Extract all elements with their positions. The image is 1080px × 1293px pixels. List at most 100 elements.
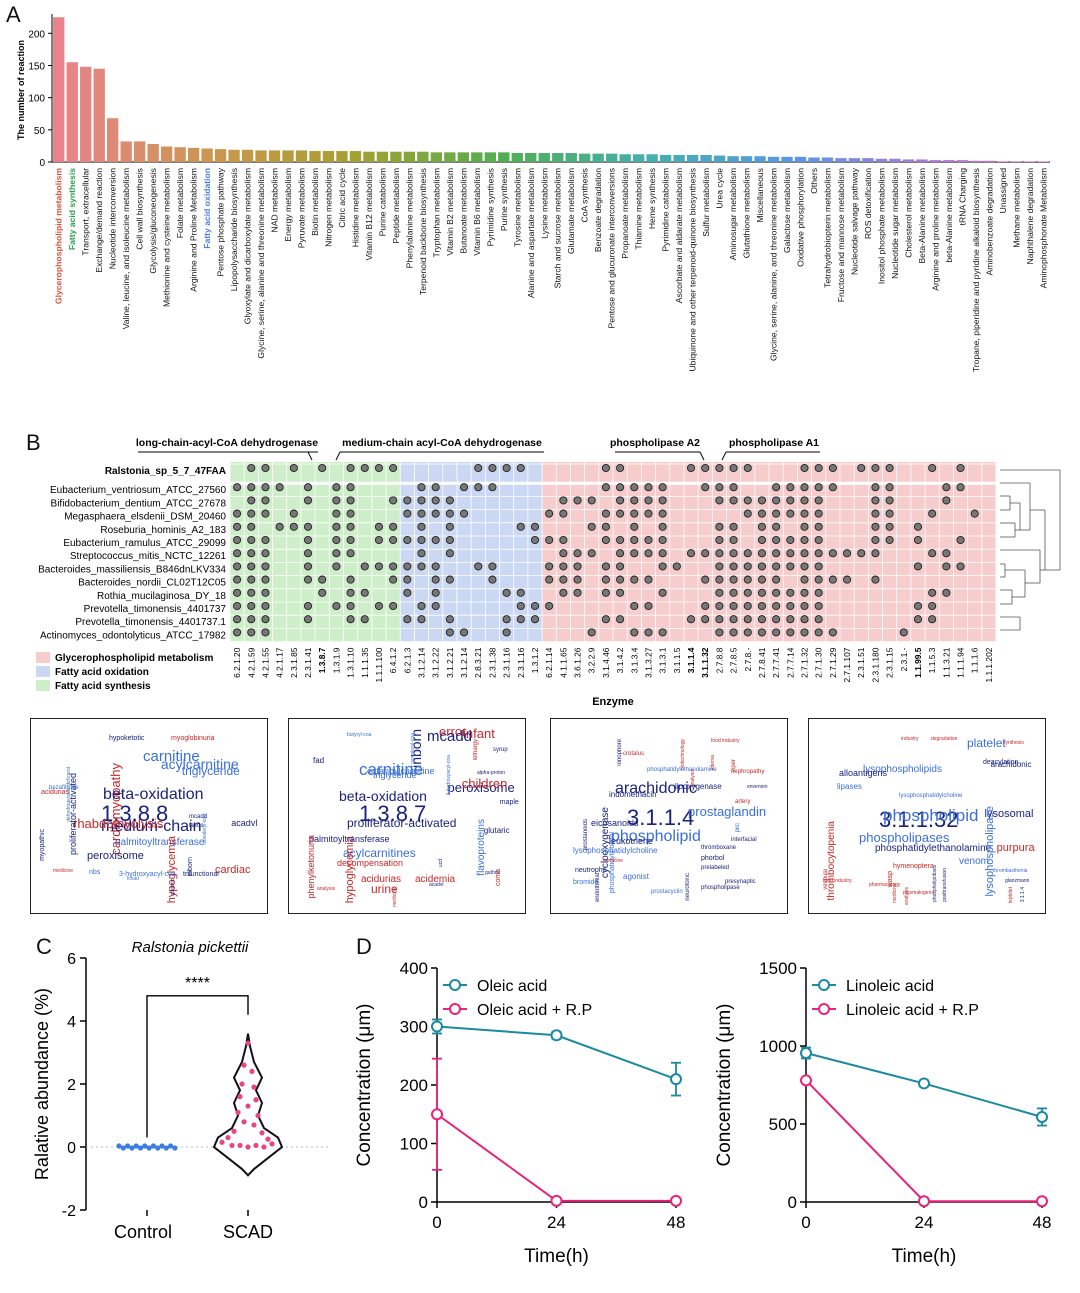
panel-b-dot: [389, 496, 398, 505]
panel-d-xtick-label: 24: [547, 1213, 566, 1232]
panel-b-dot: [885, 463, 894, 473]
wordcloud-word: thromboxane: [701, 845, 737, 851]
wordcloud-word: isovaleryl-coa: [410, 733, 416, 764]
wordcloud-word: hypoketotic: [109, 735, 145, 742]
panel-a-bar: [997, 161, 1009, 162]
panel-a-category-label: Pyrimidine catabolism: [661, 168, 671, 252]
panel-a-category-label: Glutamate metabolism: [566, 168, 576, 254]
panel-b-dot: [431, 562, 440, 571]
panel-c-scad-point: [237, 1094, 243, 1100]
panel-b-bracket: [335, 451, 341, 461]
wordcloud-word: leptolet: [1008, 887, 1014, 904]
panel-b-dot: [843, 549, 852, 558]
panel-b-enzyme-label: 4.2.1.59: [246, 647, 256, 678]
panel-a-category-label: Purine synthesis: [499, 168, 509, 231]
panel-d-xtick-label: 0: [801, 1213, 810, 1232]
wordcloud-word: neurotoxic: [685, 873, 691, 901]
panel-a-category-label: Galactose metabolism: [782, 168, 792, 253]
panel-b-dot: [942, 549, 951, 558]
panel-b-dot: [516, 615, 525, 624]
panel-d-series-line: [805, 1079, 1042, 1203]
wordcloud-word: medicine: [53, 868, 74, 874]
panel-b-bracket: [699, 451, 705, 461]
panel-c-control-point: [129, 1145, 135, 1151]
panel-b-dot: [417, 601, 426, 611]
wordcloud-word: decompensation: [337, 858, 404, 868]
panel-a-category-label: Tropane, piperidine and pyridine alkaloi…: [971, 168, 981, 372]
panel-a-category-label: Methane metabolism: [1011, 168, 1021, 248]
panel-a-bar: [525, 152, 537, 162]
wordcloud-word: urine: [371, 882, 398, 896]
panel-b-enzyme-label: 1.3.8.7: [317, 647, 327, 673]
panel-a-bar: [606, 153, 618, 162]
panel-b-dot: [658, 588, 667, 597]
panel-b-dot: [502, 615, 511, 624]
panel-c-scad-point: [253, 1142, 259, 1149]
panel-b-dot: [828, 463, 837, 473]
panel-b-dot: [332, 496, 341, 505]
wordcloud-word: arachidonic: [990, 760, 1032, 769]
panel-b-enzyme-label: 2.7.1.107: [842, 647, 852, 682]
panel-b-dot: [431, 509, 440, 518]
panel-c-scad-point: [261, 1144, 267, 1150]
panel-b-dot: [786, 601, 795, 611]
panel-b-dot: [715, 496, 724, 505]
panel-b-legend-swatch: [36, 666, 50, 677]
panel-a-bar: [916, 159, 928, 162]
wordcloud-word: envenom: [747, 784, 768, 790]
panel-b-dot: [530, 522, 540, 531]
panel-b-bracket: [307, 451, 313, 461]
panel-a-bar: [673, 154, 685, 162]
panel-b-enzyme-label: 1.1.1.94: [956, 647, 966, 678]
panel-c-control-point: [137, 1145, 144, 1151]
wordcloud-word: carnitine: [143, 748, 200, 765]
panel-a-category-label: Vitamin B12 metabolism: [364, 168, 374, 261]
panel-b-dot: [616, 463, 625, 473]
wordcloud-word: lysophosphatidylcholine: [899, 793, 963, 799]
panel-b-enzyme-label: 1.1.1.100: [374, 647, 384, 682]
panel-b-dot: [346, 509, 355, 518]
wordcloud-word: phorbol: [701, 855, 725, 862]
panel-b-dot: [772, 575, 781, 584]
panel-b-dot: [445, 535, 454, 545]
panel-b-dot: [857, 549, 866, 558]
panel-b-dot: [445, 575, 454, 584]
panel-b-enzyme-label: 2.7.1.30: [814, 647, 824, 678]
panel-a-category-label: Phenylalanine metabolism: [404, 168, 414, 268]
panel-b-dot: [601, 588, 610, 597]
panel-a-category-label: Glycine, serine, alanine, and threonine …: [769, 168, 779, 361]
panel-c-scad-point: [245, 1040, 251, 1046]
panel-d-data-point: [800, 1074, 812, 1087]
panel-a-category-label: CoA synthesis: [580, 168, 590, 222]
wordcloud-word: peroxisome: [447, 780, 515, 795]
panel-d-legend-label: Linoleic acid + R.P: [846, 1002, 979, 1019]
panel-b-dot: [360, 588, 369, 597]
panel-b-enzyme-label: 3.1.3.4: [629, 647, 639, 673]
panel-b-dot: [332, 522, 341, 531]
panel-b-dot: [559, 496, 568, 505]
panel-c-scad-point: [251, 1084, 257, 1090]
wordcloud-word: proliferator-activated: [347, 816, 457, 830]
panel-b-enzyme-label: 2.3.1.41: [303, 647, 313, 678]
panel-b-dot: [743, 575, 752, 584]
panel-c-scad-point: [237, 1142, 243, 1149]
panel-b-dot: [431, 601, 440, 611]
panel-c-scad-point: [249, 1068, 255, 1074]
panel-c-category-label: SCAD: [223, 1222, 273, 1242]
panel-b-dot: [261, 601, 270, 611]
panel-b-dot: [871, 483, 880, 492]
panel-b-dot: [672, 562, 681, 571]
panel-b-enzyme-label: 1.1.3.21: [941, 647, 951, 678]
panel-b-dot: [743, 615, 752, 624]
wordcloud-1-3-8-7: 1.3.8.7 infant error mcadd inborn carnitine be…: [288, 718, 526, 914]
panel-b-strain-label: Prevotella_timonensis_4401737.1: [75, 617, 226, 628]
panel-b-dot: [332, 535, 341, 545]
wordcloud-word: laeds: [189, 823, 204, 829]
panel-b-legend-swatch: [36, 680, 50, 691]
panel-b-dot: [871, 496, 880, 505]
panel-b-dot: [374, 601, 383, 611]
panel-b-dot: [757, 496, 766, 505]
panel-a-category-label: Aminophosphonate Metabolism: [1038, 168, 1048, 288]
panel-a-category-label: Alanine and aspartate metabolism: [526, 168, 536, 298]
